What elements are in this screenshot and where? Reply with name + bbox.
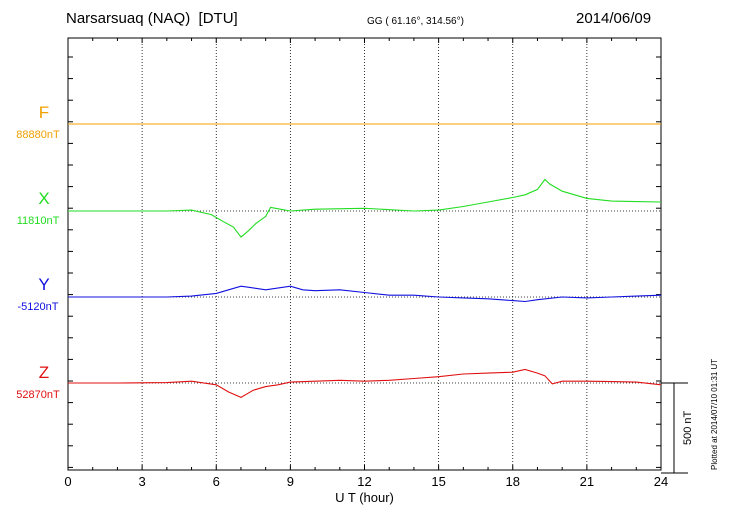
component-label-z: Z — [39, 363, 49, 382]
component-label-y: Y — [38, 275, 49, 294]
x-tick-label: 9 — [287, 474, 294, 489]
geographic-coordinates: GG ( 61.16°, 314.56°) — [367, 16, 464, 27]
series-line-x — [68, 178, 662, 238]
x-tick-label: 12 — [357, 474, 371, 489]
baseline-value-y: -5120nT — [18, 301, 59, 313]
x-axis-label: U T (hour) — [335, 490, 394, 505]
x-tick-label: 24 — [654, 474, 668, 489]
scale-bar-label: 500 nT — [682, 410, 694, 445]
x-tick-label: 21 — [580, 474, 594, 489]
baseline-value-z: 52870nT — [16, 389, 60, 401]
plotted-timestamp: Plotted at 2014/07/10 01:31 UT — [710, 358, 719, 470]
x-tick-label: 6 — [213, 474, 220, 489]
x-tick-label: 0 — [64, 474, 71, 489]
series-line-y — [68, 285, 662, 303]
component-label-f: F — [39, 103, 49, 122]
x-tick-label: 18 — [506, 474, 520, 489]
plot-date: 2014/06/09 — [576, 10, 652, 27]
series-line-z — [68, 368, 662, 399]
x-tick-label: 15 — [431, 474, 445, 489]
x-tick-label: 3 — [139, 474, 146, 489]
station-title: Narsarsuaq (NAQ) [DTU] — [66, 10, 238, 27]
baseline-value-x: 11810nT — [17, 215, 60, 227]
component-label-x: X — [38, 189, 49, 208]
baseline-value-f: 88880nT — [16, 129, 60, 141]
